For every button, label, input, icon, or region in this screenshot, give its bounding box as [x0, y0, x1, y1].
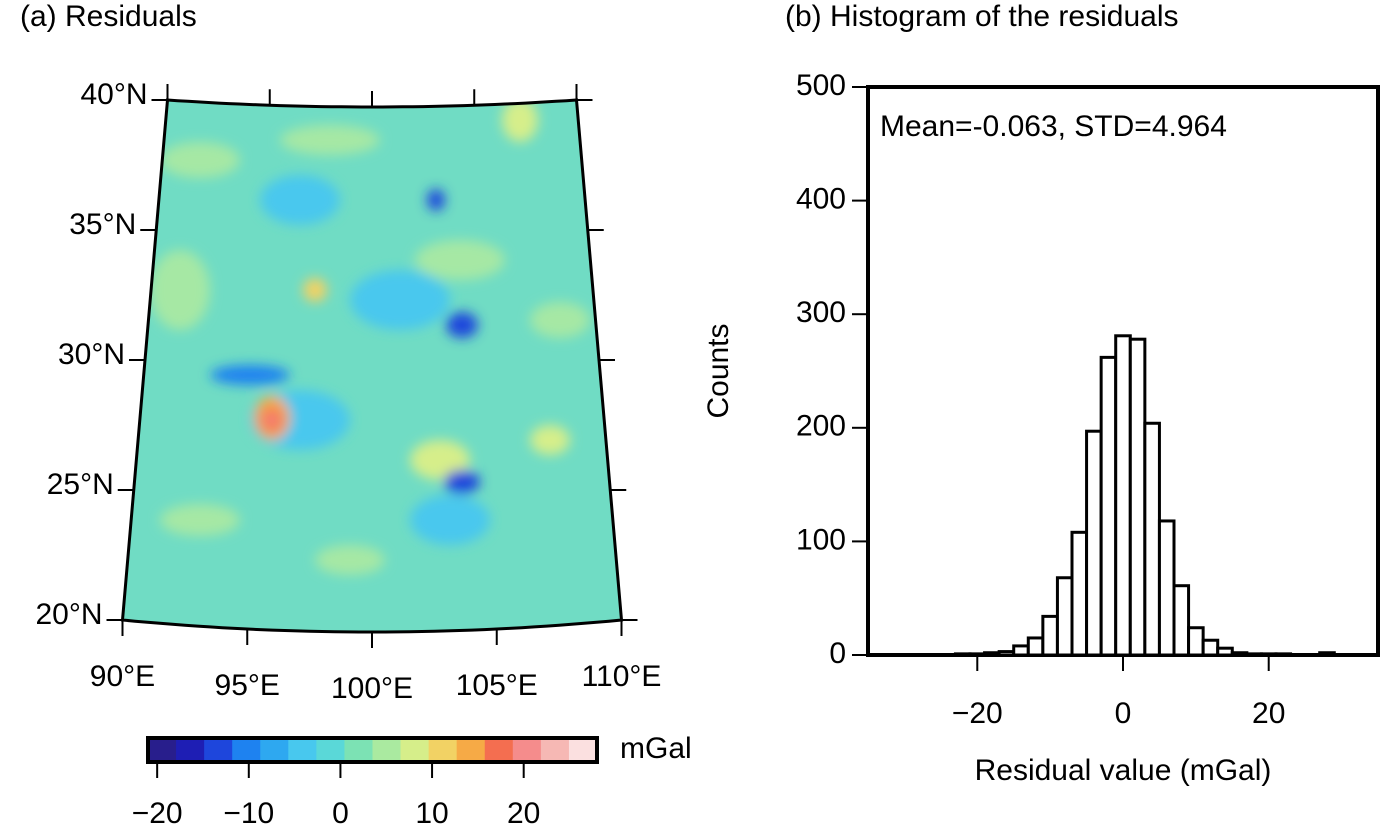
colorbar-tick-label: −10: [223, 797, 274, 830]
lon-tick-label: 110°E: [582, 660, 662, 693]
histogram-bar: [1114, 334, 1132, 657]
lon-tick-label: 105°E: [456, 669, 538, 702]
histogram-bar: [1274, 652, 1293, 657]
colorbar-frame: [146, 736, 599, 764]
annotation: Mean=-0.063, STD=4.964: [880, 110, 1227, 143]
colorbar-swatch: [288, 738, 317, 762]
histogram-bar: [1172, 584, 1191, 657]
histogram-bar: [1012, 644, 1030, 657]
colorbar-swatch: [456, 738, 486, 762]
histogram-bar: [968, 652, 987, 657]
lon-tick-label: 95°E: [215, 669, 280, 702]
x-tick-label: 20: [1252, 697, 1285, 730]
histogram-bar: [997, 650, 1016, 657]
histogram-bar: [1026, 636, 1045, 657]
lat-tick-label: 20°N: [35, 598, 102, 631]
colorbar-swatch: [540, 738, 570, 762]
colorbar-swatch: [512, 738, 542, 762]
colorbar-swatch: [428, 738, 458, 762]
colorbar-swatch: [372, 738, 402, 762]
y-tick-label: 100: [796, 523, 846, 556]
colorbar-tick-label: 20: [507, 797, 540, 830]
histogram-bar: [1055, 576, 1074, 657]
x-axis-label: Residual value (mGal): [975, 754, 1272, 787]
colorbar-swatch: [204, 738, 233, 762]
histogram-bar: [1128, 337, 1147, 657]
colorbar-swatch: [232, 738, 261, 762]
y-tick-label: 500: [796, 69, 846, 102]
y-tick-label: 0: [829, 637, 846, 670]
histogram-bar: [953, 652, 972, 657]
lon-tick-label: 100°E: [331, 672, 413, 705]
residual-field: [122, 100, 622, 632]
histogram-bar: [1070, 530, 1089, 657]
histogram-bar: [1041, 614, 1059, 657]
histogram-bar: [1157, 519, 1176, 657]
histogram-bar: [1230, 651, 1249, 657]
colorbar-swatch: [568, 738, 598, 762]
y-tick-label: 200: [796, 410, 846, 443]
lat-tick-label: 30°N: [58, 338, 125, 371]
lat-tick-label: 40°N: [80, 78, 147, 111]
colorbar-swatch: [260, 738, 289, 762]
lat-tick-label: 25°N: [47, 468, 114, 501]
histogram-bar: [1187, 626, 1205, 657]
colorbar-swatch: [484, 738, 514, 762]
histogram-bar: [1245, 652, 1263, 657]
x-tick-label: −20: [952, 697, 1003, 730]
colorbar-swatch: [148, 738, 177, 762]
x-tick-label: 0: [1115, 697, 1132, 730]
histogram-bar: [1099, 355, 1118, 657]
colorbar-tick-label: 0: [332, 797, 349, 830]
histogram-bar: [1143, 421, 1161, 657]
histogram-bar: [1201, 638, 1220, 657]
map-title: (a) Residuals: [20, 0, 197, 33]
colorbar-tick-label: −20: [132, 797, 183, 830]
colorbar-swatch: [344, 738, 373, 762]
y-axis-label: Counts: [702, 323, 735, 418]
histogram-title: (b) Histogram of the residuals: [785, 0, 1179, 33]
lat-tick-label: 35°N: [69, 208, 136, 241]
histogram-bar: [1085, 429, 1103, 657]
histogram-bar: [1318, 651, 1336, 657]
lon-tick-label: 90°E: [90, 660, 155, 693]
colorbar-swatch: [400, 738, 430, 762]
colorbar-label: mGal: [620, 732, 692, 765]
y-tick-label: 400: [796, 183, 846, 216]
histogram-bar: [1259, 652, 1278, 657]
colorbar-swatch: [316, 738, 345, 762]
histogram-bar: [983, 651, 1001, 657]
histogram-bar: [1216, 646, 1234, 657]
colorbar-swatch: [176, 738, 205, 762]
colorbar-tick-label: 10: [415, 797, 448, 830]
y-tick-label: 300: [796, 296, 846, 329]
